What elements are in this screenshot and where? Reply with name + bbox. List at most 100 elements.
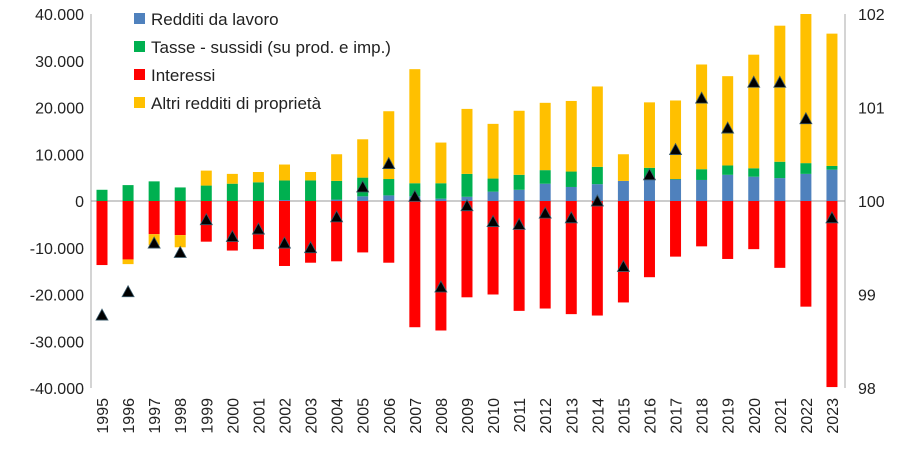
bar-segment: [774, 201, 785, 268]
bar-segment: [253, 182, 264, 201]
x-tick-label: 2009: [460, 398, 477, 434]
bar-segment: [123, 185, 134, 201]
bar-segment: [826, 170, 837, 201]
bar-segment: [826, 201, 837, 387]
bar-segment: [722, 201, 733, 259]
x-tick-label: 2016: [642, 398, 659, 434]
bar-segment: [748, 201, 759, 249]
bar-segment: [644, 180, 655, 201]
y-tick-label: -40.000: [30, 381, 84, 398]
bar-segment: [227, 201, 238, 251]
bar-segment: [461, 109, 472, 174]
x-tick-label: 2015: [616, 398, 633, 434]
bar-segment: [149, 201, 160, 234]
x-tick-label: 2022: [799, 398, 816, 434]
legend-swatch: [134, 13, 145, 24]
x-tick-label: 2000: [225, 398, 242, 434]
x-tick-label: 2020: [747, 398, 764, 434]
bar-segment: [97, 201, 108, 265]
x-tick-label: 2001: [251, 398, 268, 434]
bar-segment: [383, 179, 394, 195]
bar-segment: [514, 201, 525, 311]
bar-segment: [774, 26, 785, 162]
bar-segment: [253, 172, 264, 182]
bar-segment: [461, 174, 472, 197]
bar-segment: [592, 167, 603, 184]
y-tick-label: 30.000: [35, 54, 84, 71]
x-tick-label: 2019: [721, 398, 738, 434]
bar-segment: [618, 154, 629, 181]
y2-tick-label: 100: [858, 194, 885, 211]
bar-segment: [722, 76, 733, 165]
bar-segment: [722, 175, 733, 201]
bar-segment: [488, 179, 499, 192]
bar-segment: [800, 14, 811, 163]
bar-segment: [123, 259, 134, 264]
bar-segment: [488, 124, 499, 179]
bar-segment: [670, 100, 681, 179]
bar-segment: [279, 165, 290, 181]
y-tick-label: 20.000: [35, 101, 84, 118]
bar-segment: [774, 178, 785, 201]
bar-segment: [748, 168, 759, 176]
y-tick-label: -30.000: [30, 334, 84, 351]
bar-segment: [644, 102, 655, 167]
y2-tick-label: 98: [858, 381, 876, 398]
bar-segment: [279, 180, 290, 200]
x-tick-label: 1999: [199, 398, 216, 434]
y2-tick-label: 99: [858, 288, 876, 305]
bar-segment: [175, 235, 186, 247]
bar-segment: [357, 196, 368, 201]
bar-segment: [331, 200, 342, 201]
bar-segment: [696, 64, 707, 169]
bar-segment: [592, 201, 603, 316]
bar-segment: [566, 101, 577, 172]
bar-segment: [514, 190, 525, 201]
bar-segment: [800, 174, 811, 201]
bar-segment: [279, 201, 290, 266]
bar-segment: [826, 166, 837, 170]
bar-segment: [435, 201, 446, 330]
bar-segment: [435, 183, 446, 198]
x-tick-label: 2008: [434, 398, 451, 434]
y-tick-label: 40.000: [35, 7, 84, 24]
bar-segment: [461, 201, 472, 297]
x-tick-label: 2005: [356, 398, 373, 434]
bar-segment: [696, 169, 707, 180]
bar-segment: [435, 143, 446, 184]
bar-segment: [331, 154, 342, 181]
bar-segment: [123, 201, 134, 259]
bar-segment: [357, 139, 368, 177]
x-tick-label: 1998: [173, 398, 190, 434]
triangle-marker: [122, 286, 134, 297]
x-tick-label: 2003: [304, 398, 321, 434]
bar-segment: [748, 55, 759, 169]
x-tick-label: 2023: [825, 398, 842, 434]
y-tick-label: 0: [75, 194, 84, 211]
bar-segment: [514, 111, 525, 175]
legend-swatch: [134, 97, 145, 108]
legend-label: Tasse - sussidi (su prod. e imp.): [151, 38, 391, 57]
bar-segment: [670, 201, 681, 257]
bar-segment: [618, 201, 629, 302]
bar-segment: [670, 179, 681, 201]
x-tick-label: 2002: [277, 398, 294, 434]
x-tick-label: 2017: [669, 398, 686, 434]
bar-segment: [305, 172, 316, 180]
y-tick-label: -20.000: [30, 288, 84, 305]
bar-segment: [435, 199, 446, 201]
x-tick-label: 2010: [486, 398, 503, 434]
x-tick-label: 2012: [538, 398, 555, 434]
legend-label: Altri redditi di proprietà: [151, 94, 322, 113]
bar-segment: [800, 163, 811, 174]
bar-segment: [227, 184, 238, 201]
bar-segment: [331, 181, 342, 200]
bar-segment: [331, 201, 342, 261]
x-tick-label: 2006: [382, 398, 399, 434]
bar-segment: [409, 69, 420, 183]
legend-swatch: [134, 41, 145, 52]
bar-segment: [383, 201, 394, 263]
bar-segment: [488, 192, 499, 201]
bar-segment: [514, 175, 525, 190]
bar-segment: [800, 201, 811, 307]
